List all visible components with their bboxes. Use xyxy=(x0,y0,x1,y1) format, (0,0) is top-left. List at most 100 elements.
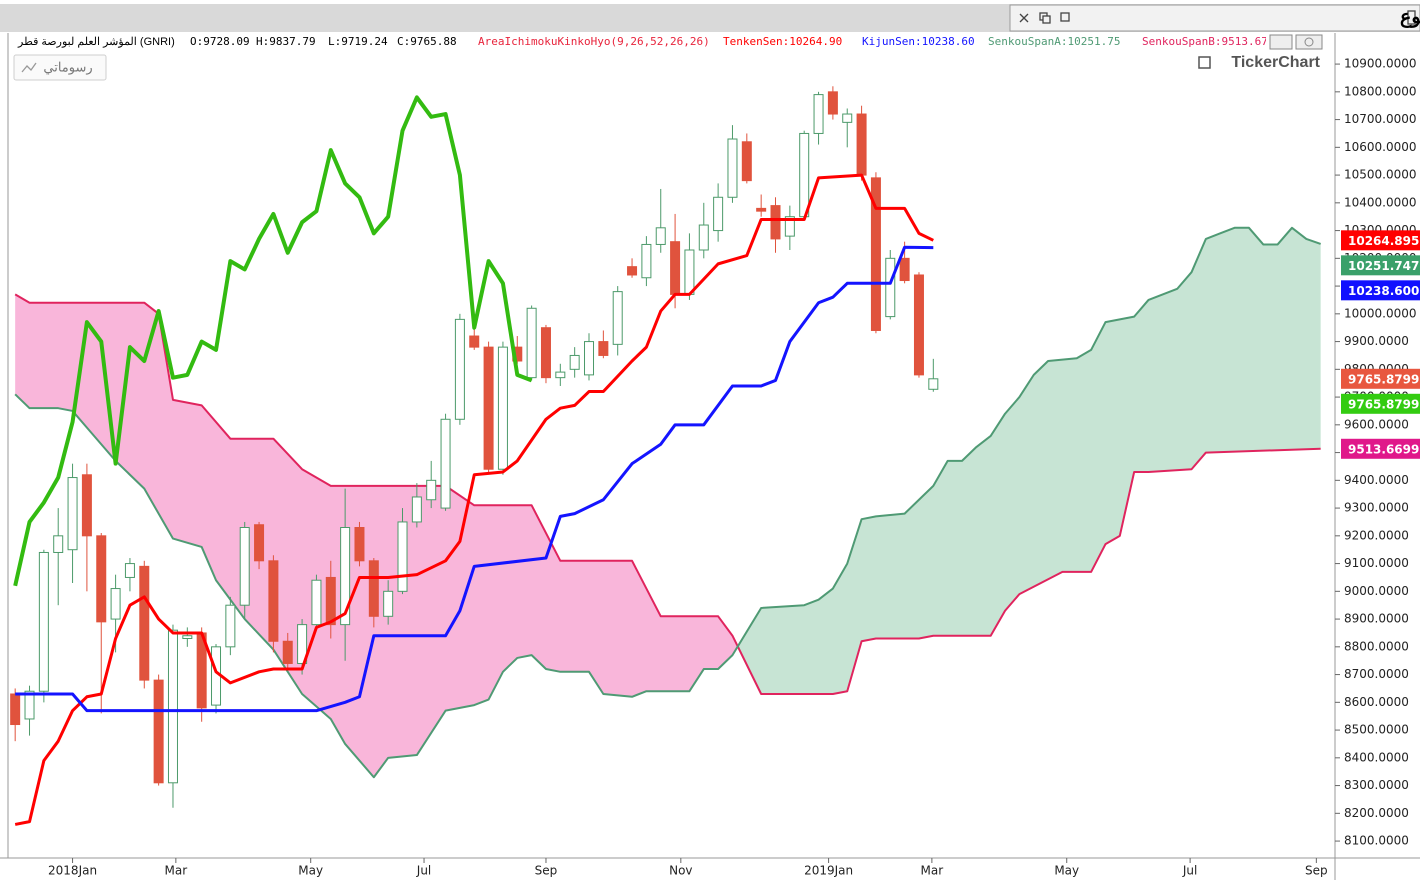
logo: TickerChart xyxy=(1231,54,1320,71)
x-tick-label: Mar xyxy=(165,864,188,878)
price-tag-label: 9513.6699 xyxy=(1348,442,1419,456)
maximize-button[interactable] xyxy=(1269,34,1293,50)
legend-entry: TenkenSen:10264.90 xyxy=(723,35,842,48)
candle-body xyxy=(928,378,939,390)
y-tick-label: 8400.0000 xyxy=(1344,750,1409,764)
candle-body xyxy=(756,207,767,212)
symbol-label: المؤشر العلم لبورصة قطر (GNRI) xyxy=(17,36,175,48)
y-tick-label: 8200.0000 xyxy=(1344,806,1409,820)
candle-body xyxy=(799,132,810,218)
indicator-line xyxy=(14,293,1321,695)
x-tick-label: Jul xyxy=(416,864,431,878)
candle-body xyxy=(770,205,781,240)
pin-icon[interactable] xyxy=(1407,10,1416,25)
candle-body xyxy=(10,693,21,726)
candle-body xyxy=(741,141,752,182)
candle-body xyxy=(411,496,422,523)
x-tick-label: 2018Jan xyxy=(48,864,97,878)
ohlc-label: C:9765.88 xyxy=(397,35,457,48)
price-tag xyxy=(1341,230,1420,251)
candle-body xyxy=(311,579,322,626)
candle-body xyxy=(784,216,795,237)
candle-body xyxy=(813,94,824,134)
y-tick-label: 8600.0000 xyxy=(1344,695,1409,709)
x-tick-label: Sep xyxy=(1305,864,1328,878)
logo-icon xyxy=(1198,56,1211,69)
restore-icon[interactable] xyxy=(1042,15,1051,24)
candle-body xyxy=(297,624,308,664)
candle-body xyxy=(856,113,867,176)
button-box[interactable] xyxy=(13,54,107,81)
candle-body xyxy=(885,257,896,318)
x-tick-label: Sep xyxy=(535,864,558,878)
candle-body xyxy=(899,257,910,282)
y-tick-label: 9000.0000 xyxy=(1344,584,1409,598)
y-tick-label: 8300.0000 xyxy=(1344,778,1409,792)
y-tick-label: 9100.0000 xyxy=(1344,556,1409,570)
panel-buttons[interactable] xyxy=(1269,34,1323,50)
candle-body xyxy=(612,291,623,345)
candle-body xyxy=(67,477,78,551)
y-tick-label: 8700.0000 xyxy=(1344,667,1409,681)
legend-entry: KijunSen:10238.60 xyxy=(862,35,975,48)
close-icon[interactable] xyxy=(1019,13,1029,23)
legend-entry: SenkouSpanA:10251.75 xyxy=(988,35,1120,48)
legend-entry: SenkouSpanB:9513.67 xyxy=(1142,35,1268,48)
candle-body xyxy=(454,318,465,420)
y-tick-label: 10900.0000 xyxy=(1344,57,1417,71)
candle-body xyxy=(397,521,408,592)
info-line: المؤشر العلم لبورصة قطر (GNRI) O:9728.09… xyxy=(17,35,1268,48)
settings-button[interactable] xyxy=(1295,34,1323,50)
x-tick-label: May xyxy=(298,864,323,878)
candle-body xyxy=(569,354,580,370)
candle-body xyxy=(268,560,279,642)
x-tick-label: Nov xyxy=(669,864,692,878)
candle-body xyxy=(340,527,351,626)
y-tick-label: 10000.0000 xyxy=(1344,306,1417,320)
x-tick-label: Jul xyxy=(1182,864,1197,878)
button-label[interactable]: رسوماتي xyxy=(43,59,92,75)
candle-body xyxy=(282,640,293,664)
candle-body xyxy=(153,679,164,784)
candle-body xyxy=(81,474,92,537)
y-tick-label: 10500.0000 xyxy=(1344,168,1417,182)
price-tag-label: 10238.6001 xyxy=(1348,284,1420,298)
detach-icon[interactable] xyxy=(1060,12,1070,22)
candle-body xyxy=(598,341,609,356)
settings-icon[interactable] xyxy=(1304,37,1314,47)
candle-body xyxy=(842,113,853,123)
price-tag-label: 10264.8950 xyxy=(1348,234,1420,248)
candle-body xyxy=(870,177,881,331)
candle-body xyxy=(96,535,107,623)
y-tick-label: 9400.0000 xyxy=(1344,473,1409,487)
chart-title: المؤشر العام لبورصة قطر - أسبوع xyxy=(1400,3,1420,28)
indicator-line xyxy=(14,226,1321,779)
window-buttons[interactable] xyxy=(1019,10,1416,25)
candle-body xyxy=(497,346,508,470)
y-tick-label: 10800.0000 xyxy=(1344,84,1417,98)
ohlc-label: L:9719.24 xyxy=(328,35,388,48)
indicator-line xyxy=(13,95,533,587)
x-tick-label: 2019Jan xyxy=(804,864,853,878)
candle-body xyxy=(38,551,49,692)
candle-body xyxy=(440,418,451,509)
price-tag xyxy=(1341,368,1420,389)
candle-body xyxy=(383,590,394,617)
y-tick-label: 9600.0000 xyxy=(1344,417,1409,431)
candle-body xyxy=(167,629,178,784)
candle-body xyxy=(526,307,537,379)
button-icon xyxy=(21,62,37,73)
y-tick-label: 9200.0000 xyxy=(1344,528,1409,542)
candle-body xyxy=(325,576,336,626)
candle-body xyxy=(368,560,379,617)
price-tag xyxy=(1341,255,1420,276)
candle-body xyxy=(913,274,924,376)
candle-body xyxy=(727,138,738,198)
drawings-button[interactable]: رسوماتي xyxy=(13,54,107,81)
candle-body xyxy=(827,91,838,115)
y-tick-label: 9900.0000 xyxy=(1344,334,1409,348)
y-tick-label: 10600.0000 xyxy=(1344,140,1417,154)
candle-body xyxy=(254,524,265,562)
candle-body xyxy=(354,527,365,562)
title-panel xyxy=(1009,4,1420,32)
